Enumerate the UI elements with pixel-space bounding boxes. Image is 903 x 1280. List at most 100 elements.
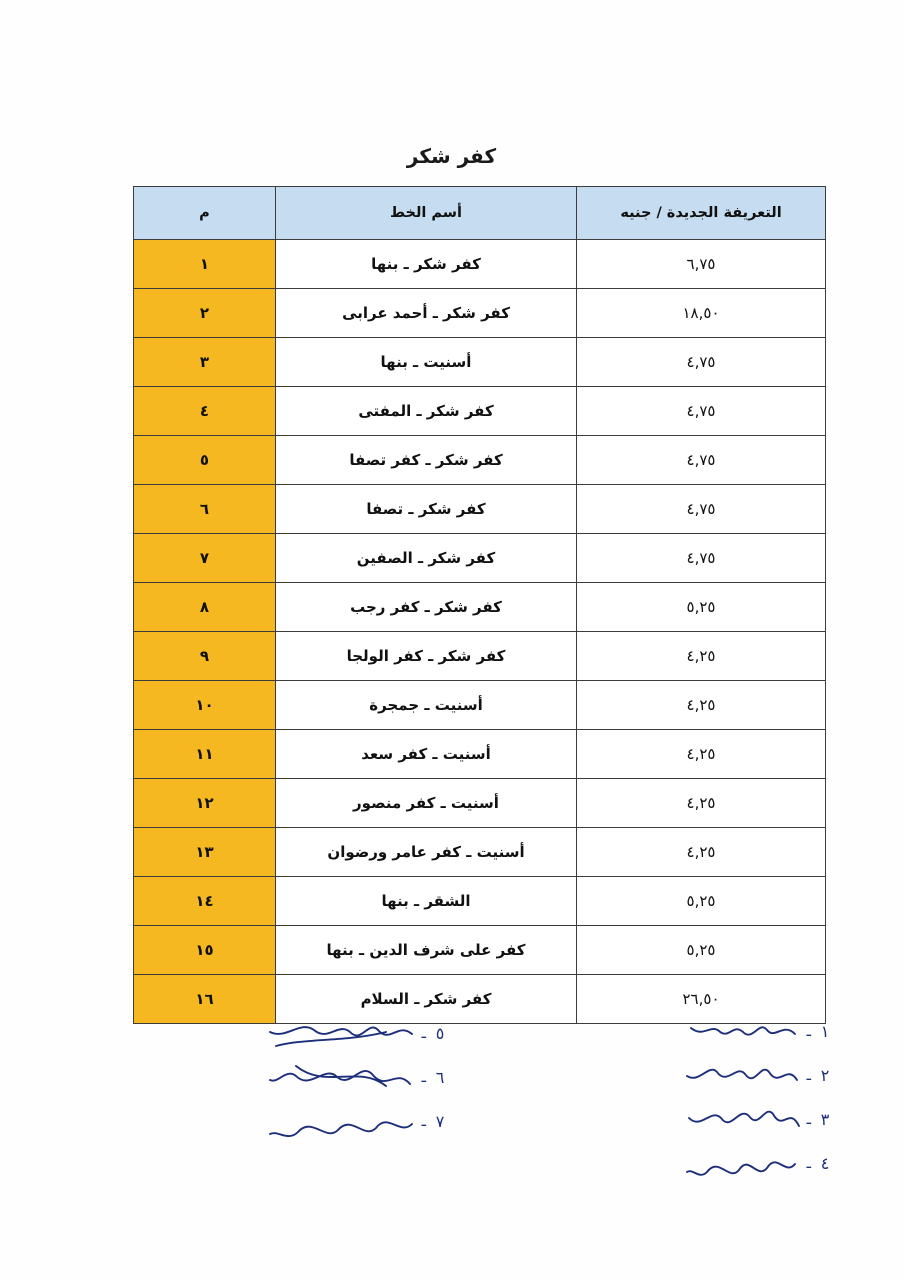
cell-line-name: أسنيت ـ كفر سعد xyxy=(275,729,577,779)
handwritten-signature-icon xyxy=(266,1060,416,1094)
cell-line-name: الشقر ـ بنها xyxy=(275,876,577,926)
cell-index: ١٢ xyxy=(133,778,276,828)
table-row: ٤,٧٥ كفر شكر ـ الصفين ٧ xyxy=(133,533,826,583)
column-header-line-name: أسم الخط xyxy=(275,186,577,240)
cell-line-name: أسنيت ـ كفر عامر ورضوان xyxy=(275,827,577,877)
cell-fare: ٤,٢٥ xyxy=(576,778,826,828)
cell-fare: ٤,٧٥ xyxy=(576,435,826,485)
cell-fare: ٤,٢٥ xyxy=(576,729,826,779)
cell-index: ١٦ xyxy=(133,974,276,1024)
signature-separator: ـ xyxy=(421,1112,426,1130)
cell-fare: ٤,٢٥ xyxy=(576,631,826,681)
cell-fare: ٤,٧٥ xyxy=(576,484,826,534)
cell-index: ٦ xyxy=(133,484,276,534)
table-row: ٤,٢٥ أسنيت ـ كفر منصور ١٢ xyxy=(133,778,826,828)
handwritten-signature-icon xyxy=(683,1058,801,1092)
cell-fare: ٤,٢٥ xyxy=(576,680,826,730)
cell-line-name: كفر شكر ـ الصفين xyxy=(275,533,577,583)
cell-line-name: كفر شكر ـ بنها xyxy=(275,239,577,289)
handwritten-signature-icon xyxy=(683,1014,801,1048)
signature-separator: ـ xyxy=(806,1154,811,1172)
column-header-fare: التعريفة الجديدة / جنيه xyxy=(576,186,826,240)
table-row: ٥,٢٥ الشقر ـ بنها ١٤ xyxy=(133,876,826,926)
cell-fare: ٦,٧٥ xyxy=(576,239,826,289)
cell-fare: ٥,٢٥ xyxy=(576,876,826,926)
signature-number: ٦ xyxy=(435,1067,445,1087)
cell-line-name: كفر شكر ـ السلام xyxy=(275,974,577,1024)
handwritten-signature-icon xyxy=(683,1146,801,1180)
table-row: ٤,٢٥ أسنيت ـ جمجرة ١٠ xyxy=(133,680,826,730)
table-row: ٤,٢٥ أسنيت ـ كفر سعد ١١ xyxy=(133,729,826,779)
tariff-table: التعريفة الجديدة / جنيه أسم الخط م ٦,٧٥ ك… xyxy=(133,186,826,1024)
cell-line-name: كفر شكر ـ تصفا xyxy=(275,484,577,534)
cell-fare: ٢٦,٥٠ xyxy=(576,974,826,1024)
cell-fare: ٥,٢٥ xyxy=(576,925,826,975)
cell-index: ١٥ xyxy=(133,925,276,975)
cell-line-name: كفر على شرف الدين ـ بنها xyxy=(275,925,577,975)
table-header: التعريفة الجديدة / جنيه أسم الخط م xyxy=(133,186,826,240)
cell-index: ٥ xyxy=(133,435,276,485)
cell-index: ١٣ xyxy=(133,827,276,877)
table-row: ٤,٧٥ كفر شكر ـ كفر تصفا ٥ xyxy=(133,435,826,485)
handwritten-signature-icon xyxy=(266,1104,416,1138)
cell-line-name: كفر شكر ـ أحمد عرابى xyxy=(275,288,577,338)
table-row: ٤,٢٥ كفر شكر ـ كفر الولجا ٩ xyxy=(133,631,826,681)
cell-line-name: كفر شكر ـ كفر رجب xyxy=(275,582,577,632)
signature-separator: ـ xyxy=(806,1066,811,1084)
table-row: ٥,٢٥ كفر شكر ـ كفر رجب ٨ xyxy=(133,582,826,632)
cell-line-name: كفر شكر ـ المفتى xyxy=(275,386,577,436)
cell-index: ١٠ xyxy=(133,680,276,730)
cell-line-name: كفر شكر ـ كفر تصفا xyxy=(275,435,577,485)
table-row: ١٨,٥٠ كفر شكر ـ أحمد عرابى ٢ xyxy=(133,288,826,338)
table-row: ٤,٧٥ أسنيت ـ بنها ٣ xyxy=(133,337,826,387)
cell-fare: ١٨,٥٠ xyxy=(576,288,826,338)
cell-index: ٢ xyxy=(133,288,276,338)
cell-index: ١٤ xyxy=(133,876,276,926)
table-body: ٦,٧٥ كفر شكر ـ بنها ١ ١٨,٥٠ كفر شكر ـ أحمد ع… xyxy=(133,239,826,1024)
cell-fare: ٤,٧٥ xyxy=(576,337,826,387)
cell-line-name: أسنيت ـ بنها xyxy=(275,337,577,387)
cell-index: ٤ xyxy=(133,386,276,436)
cell-index: ٩ xyxy=(133,631,276,681)
signature-number: ٥ xyxy=(435,1023,445,1043)
table-header-row: التعريفة الجديدة / جنيه أسم الخط م xyxy=(133,186,826,240)
page-title: كفر شكر xyxy=(406,144,497,168)
cell-index: ١١ xyxy=(133,729,276,779)
cell-index: ٣ xyxy=(133,337,276,387)
cell-index: ١ xyxy=(133,239,276,289)
signature-number: ٣ xyxy=(820,1109,830,1129)
signature-number: ١ xyxy=(820,1021,830,1041)
signature-number: ٧ xyxy=(435,1111,445,1131)
table-row: ٤,٢٥ أسنيت ـ كفر عامر ورضوان ١٣ xyxy=(133,827,826,877)
cell-fare: ٤,٧٥ xyxy=(576,386,826,436)
table-row: ٤,٧٥ كفر شكر ـ المفتى ٤ xyxy=(133,386,826,436)
table-row: ٥,٢٥ كفر على شرف الدين ـ بنها ١٥ xyxy=(133,925,826,975)
cell-fare: ٥,٢٥ xyxy=(576,582,826,632)
signature-separator: ـ xyxy=(806,1022,811,1040)
table-row: ٤,٧٥ كفر شكر ـ تصفا ٦ xyxy=(133,484,826,534)
signature-separator: ـ xyxy=(421,1024,426,1042)
handwritten-signature-icon xyxy=(683,1102,801,1136)
cell-fare: ٤,٧٥ xyxy=(576,533,826,583)
handwritten-signature-icon xyxy=(266,1016,416,1050)
table-row: ٦,٧٥ كفر شكر ـ بنها ١ xyxy=(133,239,826,289)
cell-line-name: كفر شكر ـ كفر الولجا xyxy=(275,631,577,681)
signature-separator: ـ xyxy=(806,1110,811,1128)
cell-index: ٨ xyxy=(133,582,276,632)
signature-number: ٤ xyxy=(820,1153,830,1173)
cell-index: ٧ xyxy=(133,533,276,583)
signature-number: ٢ xyxy=(820,1065,830,1085)
cell-fare: ٤,٢٥ xyxy=(576,827,826,877)
cell-line-name: أسنيت ـ كفر منصور xyxy=(275,778,577,828)
table-row: ٢٦,٥٠ كفر شكر ـ السلام ١٦ xyxy=(133,974,826,1024)
